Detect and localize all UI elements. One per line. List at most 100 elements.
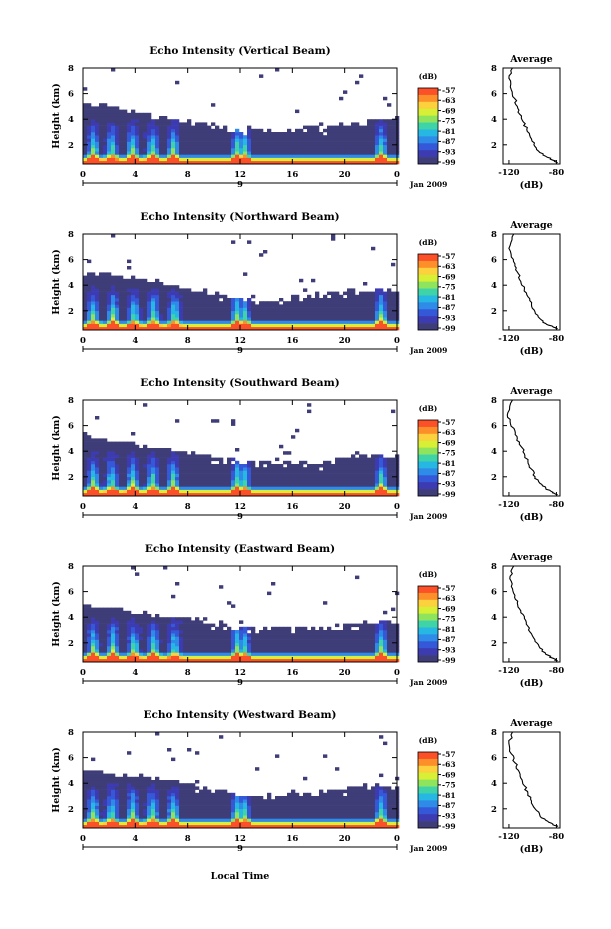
heatmap-cell [179,451,183,455]
heatmap-cell [99,317,103,321]
heatmap-cell [155,119,159,123]
heatmap-cell [227,649,231,653]
heatmap-cell [379,324,383,328]
heatmap-cell [339,320,343,324]
heatmap-cell [247,308,251,312]
profile-line [510,566,558,661]
heatmap-cell [87,148,91,152]
heatmap-cell [131,311,135,315]
heatmap-cell [311,151,315,155]
heatmap-cell [99,314,103,318]
heatmap-cell [151,135,155,139]
heatmap-cell [159,486,163,490]
heatmap-cell [211,324,215,328]
heatmap-cell [315,464,319,468]
heatmap-cell [119,480,123,484]
heatmap-cell [167,320,171,324]
heatmap-cell [347,151,351,155]
heatmap-cell [327,138,331,142]
heatmap-cell [223,490,227,494]
heatmap-cell [99,467,103,471]
heatmap-cell [123,627,127,631]
heatmap-cell [227,652,231,656]
heatmap-cell [259,652,263,656]
heatmap-cell [275,132,279,136]
date-label: Jan 2009 [409,678,447,687]
heatmap-cell [323,295,327,299]
heatmap-cell [259,636,263,640]
heatmap-cell [299,132,303,136]
heatmap-cell [159,122,163,126]
heatmap-cell [103,279,107,283]
heatmap-cell [299,301,303,305]
heatmap-cell [315,636,319,640]
heatmap-cell [303,142,307,146]
heatmap-cell [83,624,87,628]
heatmap-cell [99,799,103,803]
heatmap-cell [235,461,239,465]
heatmap-cell [207,483,211,487]
profile-x-tick-label: -120 [498,500,519,510]
heatmap-cell [183,132,187,136]
heatmap-cell [147,116,151,120]
heatmap-cell [347,129,351,133]
heatmap-cell [123,793,127,797]
heatmap-cell [95,135,99,139]
heatmap-cell [323,474,327,478]
heatmap-cell [147,451,151,455]
heatmap-cell [327,158,331,162]
heatmap-cell [187,818,191,822]
heatmap-cell [119,656,123,660]
heatmap-cell [83,138,87,142]
heatmap-cell [95,786,99,790]
heatmap-cell [171,617,175,621]
heatmap-cell [335,298,339,302]
heatmap-cell [291,464,295,468]
heatmap-cell [179,311,183,315]
heatmap-cell [103,324,107,328]
heatmap-cell [167,288,171,292]
heatmap-cell [139,132,143,136]
heatmap-cell [119,126,123,130]
heatmap-cell [263,483,267,487]
heatmap-cell [263,640,267,644]
heatmap-cell [91,477,95,481]
heatmap-cell [179,633,183,637]
heatmap-cell [131,793,135,797]
heatmap-cell [131,783,135,787]
heatmap-cell [207,454,211,458]
heatmap-cell [279,148,283,152]
heatmap-cell [195,627,199,631]
heatmap-cell [107,643,111,647]
heatmap-cell [363,480,367,484]
heatmap-cell [363,656,367,660]
heatmap-cell [167,474,171,478]
heatmap-cell [91,633,95,637]
heatmap-cell [267,314,271,318]
heatmap-cell [199,154,203,158]
heatmap-cell [275,483,279,487]
heatmap-cell [299,474,303,478]
heatmap-cell [199,474,203,478]
heatmap-cell [171,793,175,797]
heatmap-cell [163,656,167,660]
heatmap-cell [327,633,331,637]
heatmap-cell [307,151,311,155]
heatmap-cell [287,151,291,155]
heatmap-cell [199,486,203,490]
heatmap-cell [359,132,363,136]
heatmap-cell [271,158,275,162]
heatmap-cell [251,649,255,653]
heatmap-cell [223,633,227,637]
heatmap-cell [147,617,151,621]
heatmap-cell [83,151,87,155]
heatmap-cell [231,483,235,487]
heatmap-cell [171,649,175,653]
heatmap-cell [91,154,95,158]
heatmap-cell [311,279,315,283]
heatmap-cell [159,461,163,465]
heatmap-cell [147,627,151,631]
heatmap-cell [255,151,259,155]
heatmap-cell [195,780,199,784]
heatmap-cell [347,158,351,162]
